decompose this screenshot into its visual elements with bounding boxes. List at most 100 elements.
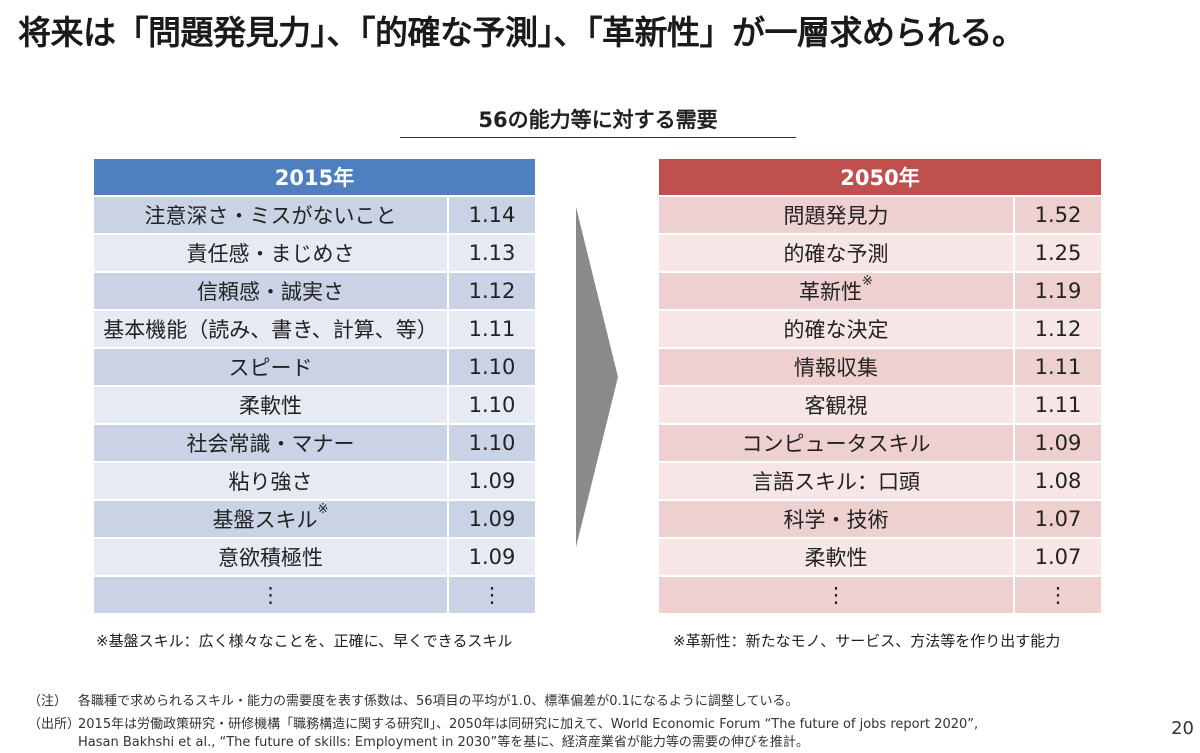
skill-name-cell: 客観視: [659, 387, 1013, 423]
table-row: 責任感・まじめさ 1.13: [94, 235, 536, 271]
footnote-2015: ※基盤スキル：広く様々なことを、正確に、早くできるスキル: [96, 632, 513, 650]
skill-name: コンピュータスキル: [741, 432, 931, 456]
skill-name-cell: 情報収集: [659, 349, 1013, 385]
table-row: 粘り強さ 1.09: [94, 463, 536, 499]
footnote-2050: ※革新性：新たなモノ、サービス、方法等を作り出す能力: [673, 632, 1061, 650]
table-row: 社会常識・マナー 1.10: [94, 425, 536, 461]
skill-name: 社会常識・マナー: [186, 432, 355, 456]
table-row: コンピュータスキル 1.09: [659, 425, 1102, 461]
table-2050: 2050年 問題発見力 1.52 的確な予測 1.25 革新性※ 1.19 的確な決定 1.1…: [659, 157, 1102, 615]
table-2050-body: 問題発見力 1.52 的確な予測 1.25 革新性※ 1.19 的確な決定 1.12 情報収集 1…: [659, 197, 1102, 613]
table-2015: 2015年 注意深さ・ミスがないこと 1.14 責任感・まじめさ 1.13 信頼感・誠実…: [94, 157, 536, 615]
coefficient-value: 1.52: [1013, 197, 1102, 233]
skill-name: 問題発見力: [783, 204, 889, 228]
coefficient-value: ⋮: [1013, 577, 1102, 613]
note-line: （注） 各職種で求められるスキル・能力の需要度を表す係数は、56項目の平均が1.0…: [28, 690, 799, 709]
note-text: 各職種で求められるスキル・能力の需要度を表す係数は、56項目の平均が1.0、標準…: [78, 694, 799, 709]
coefficient-value: 1.12: [447, 273, 536, 309]
skill-name: 信頼感・誠実さ: [197, 280, 344, 304]
source-line-1: （出所）2015年は労働政策研究・研修機構「職務構造に関する研究Ⅱ」、2050年…: [28, 713, 978, 732]
table-2050-header: 2050年: [659, 159, 1102, 195]
coefficient-value: 1.10: [447, 387, 536, 423]
skill-name-cell: スピード: [94, 349, 447, 385]
coefficient-value: 1.12: [1013, 311, 1102, 347]
skill-name-cell: 基盤スキル※: [94, 501, 447, 537]
reference-mark: ※: [317, 502, 329, 517]
skill-name-cell: 革新性※: [659, 273, 1013, 309]
skill-name: ⋮: [260, 583, 281, 607]
coefficient-value: 1.09: [447, 463, 536, 499]
table-2015-body: 注意深さ・ミスがないこと 1.14 責任感・まじめさ 1.13 信頼感・誠実さ 1.12 基…: [94, 197, 536, 613]
skill-name: 革新性: [799, 280, 863, 304]
table-row: 問題発見力 1.52: [659, 197, 1102, 233]
note-label: （注）: [28, 694, 68, 709]
page-number: 20: [1171, 718, 1194, 739]
coefficient-value: 1.09: [447, 501, 536, 537]
coefficient-value: 1.11: [447, 311, 536, 347]
coefficient-value: 1.09: [1013, 425, 1102, 461]
source-line-2: Hasan Bakhshi et al., “The future of ski…: [28, 731, 809, 750]
skill-name: 柔軟性: [804, 546, 868, 570]
skill-name-cell: ⋮: [659, 577, 1013, 613]
skill-name-cell: 科学・技術: [659, 501, 1013, 537]
source-text-1: 2015年は労働政策研究・研修機構「職務構造に関する研究Ⅱ」、2050年は同研究…: [78, 717, 979, 732]
skill-name-cell: 信頼感・誠実さ: [94, 273, 447, 309]
coefficient-value: 1.10: [447, 425, 536, 461]
skill-name-cell: 意欲積極性: [94, 539, 447, 575]
coefficient-value: 1.11: [1013, 387, 1102, 423]
chart-subtitle: 56の能力等に対する需要: [478, 108, 718, 132]
right-arrow-icon: [576, 207, 618, 547]
coefficient-value: 1.11: [1013, 349, 1102, 385]
table-row: 客観視 1.11: [659, 387, 1102, 423]
skill-name: 基本機能（読み、書き、計算、等）: [103, 318, 438, 342]
skill-name-cell: 的確な決定: [659, 311, 1013, 347]
reference-mark: ※: [862, 274, 873, 289]
coefficient-value: ⋮: [447, 577, 536, 613]
source-text-2: Hasan Bakhshi et al., “The future of ski…: [78, 735, 809, 750]
table-row: 信頼感・誠実さ 1.12: [94, 273, 536, 309]
skill-name-cell: ⋮: [94, 577, 447, 613]
skill-name: 的確な予測: [783, 242, 889, 266]
coefficient-value: 1.13: [447, 235, 536, 271]
skill-name-cell: 粘り強さ: [94, 463, 447, 499]
table-2015-header: 2015年: [94, 159, 536, 195]
coefficient-value: 1.08: [1013, 463, 1102, 499]
skill-name: 責任感・まじめさ: [186, 242, 355, 266]
subtitle-underline: [400, 137, 796, 138]
table-row: 注意深さ・ミスがないこと 1.14: [94, 197, 536, 233]
skill-name-cell: 注意深さ・ミスがないこと: [94, 197, 447, 233]
coefficient-value: 1.10: [447, 349, 536, 385]
source-label: （出所）: [28, 717, 81, 732]
coefficient-value: 1.07: [1013, 539, 1102, 575]
table-row: 柔軟性 1.10: [94, 387, 536, 423]
skill-name-cell: 社会常識・マナー: [94, 425, 447, 461]
skill-name-cell: 責任感・まじめさ: [94, 235, 447, 271]
coefficient-value: 1.07: [1013, 501, 1102, 537]
page-title: 将来は「問題発見力」、「的確な予測」、「革新性」が一層求められる。: [18, 13, 1025, 52]
table-row: ⋮ ⋮: [94, 577, 536, 613]
table-row: 柔軟性 1.07: [659, 539, 1102, 575]
skill-name: 粘り強さ: [228, 470, 313, 494]
coefficient-value: 1.14: [447, 197, 536, 233]
table-row: スピード 1.10: [94, 349, 536, 385]
coefficient-value: 1.09: [447, 539, 536, 575]
skill-name-cell: 問題発見力: [659, 197, 1013, 233]
skill-name-cell: コンピュータスキル: [659, 425, 1013, 461]
skill-name: 基盤スキル: [212, 508, 318, 532]
skill-name: 客観視: [804, 394, 868, 418]
skill-name: 柔軟性: [239, 394, 302, 418]
skill-name: 情報収集: [794, 356, 878, 380]
table-row: 的確な予測 1.25: [659, 235, 1102, 271]
skill-name-cell: 柔軟性: [94, 387, 447, 423]
skill-name-cell: 的確な予測: [659, 235, 1013, 271]
skill-name: 科学・技術: [783, 508, 889, 532]
table-row: 的確な決定 1.12: [659, 311, 1102, 347]
skill-name: 的確な決定: [783, 318, 889, 342]
coefficient-value: 1.25: [1013, 235, 1102, 271]
table-row: 意欲積極性 1.09: [94, 539, 536, 575]
skill-name-cell: 基本機能（読み、書き、計算、等）: [94, 311, 447, 347]
coefficient-value: 1.19: [1013, 273, 1102, 309]
table-row: 基本機能（読み、書き、計算、等） 1.11: [94, 311, 536, 347]
skill-name: 意欲積極性: [218, 546, 323, 570]
skill-name: 注意深さ・ミスがないこと: [144, 204, 397, 228]
